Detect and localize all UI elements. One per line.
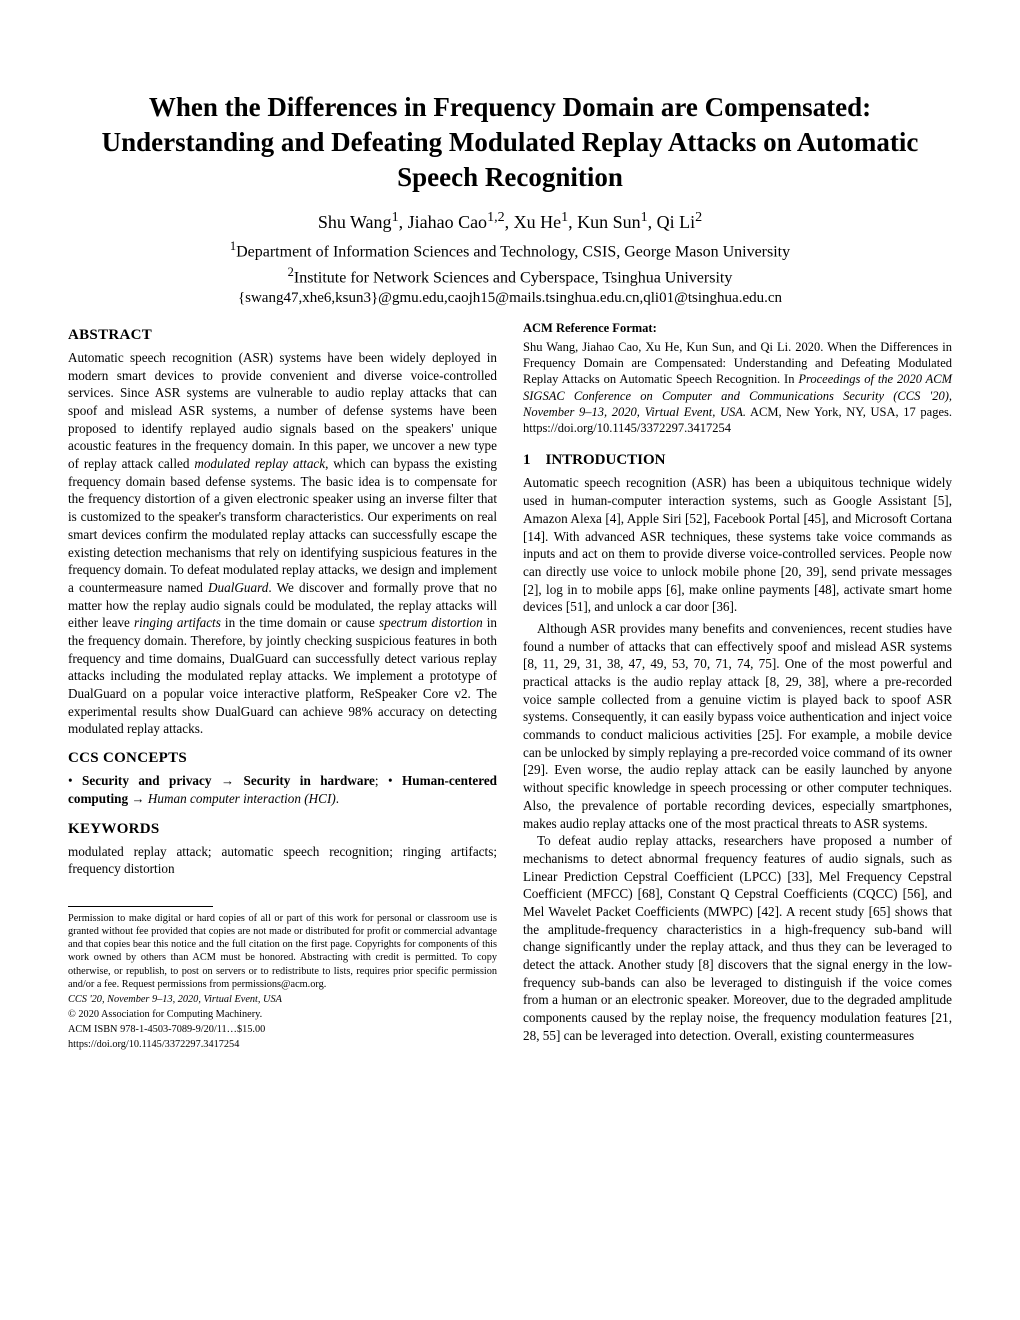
abstract-heading: ABSTRACT	[68, 327, 497, 344]
permission-text: Permission to make digital or hard copie…	[68, 912, 497, 991]
paper-title: When the Differences in Frequency Domain…	[68, 90, 952, 195]
reference-format-text: Shu Wang, Jiahao Cao, Xu He, Kun Sun, an…	[523, 339, 952, 437]
ccs-text: • Security and privacy → Security in har…	[68, 772, 497, 808]
footnote-rule	[68, 906, 213, 907]
venue-line: CCS '20, November 9–13, 2020, Virtual Ev…	[68, 993, 497, 1006]
reference-format-heading: ACM Reference Format:	[523, 321, 952, 336]
intro-heading: 1 INTRODUCTION	[523, 452, 952, 469]
affiliation-1: 1Department of Information Sciences and …	[68, 239, 952, 261]
keywords-text: modulated replay attack; automatic speec…	[68, 843, 497, 878]
copyright-line: © 2020 Association for Computing Machine…	[68, 1008, 497, 1021]
intro-p1: Automatic speech recognition (ASR) has b…	[523, 474, 952, 616]
abstract-text: Automatic speech recognition (ASR) syste…	[68, 349, 497, 738]
doi-line: https://doi.org/10.1145/3372297.3417254	[68, 1038, 497, 1051]
intro-p3: To defeat audio replay attacks, research…	[523, 832, 952, 1044]
isbn-line: ACM ISBN 978-1-4503-7089-9/20/11…$15.00	[68, 1023, 497, 1036]
affiliation-2: 2Institute for Network Sciences and Cybe…	[68, 265, 952, 287]
left-column: ABSTRACT Automatic speech recognition (A…	[68, 321, 497, 1052]
author-emails: {swang47,xhe6,ksun3}@gmu.edu,caojh15@mai…	[68, 290, 952, 307]
keywords-heading: KEYWORDS	[68, 821, 497, 838]
authors-line: Shu Wang1, Jiahao Cao1,2, Xu He1, Kun Su…	[68, 209, 952, 233]
intro-p2: Although ASR provides many benefits and …	[523, 620, 952, 832]
ccs-heading: CCS CONCEPTS	[68, 750, 497, 767]
two-column-layout: ABSTRACT Automatic speech recognition (A…	[68, 321, 952, 1052]
right-column: ACM Reference Format: Shu Wang, Jiahao C…	[523, 321, 952, 1052]
